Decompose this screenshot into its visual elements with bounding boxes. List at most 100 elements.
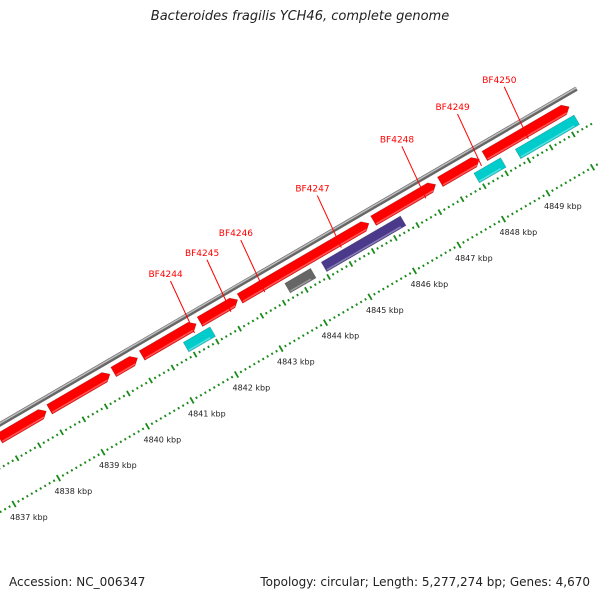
scale-tick (453, 246, 456, 249)
scale-tick (500, 215, 507, 223)
outer-tick (33, 446, 37, 450)
outer-tick (251, 319, 255, 323)
outer-tick (148, 377, 153, 384)
outer-tick (224, 335, 228, 338)
gene-label[interactable]: BF4245 (185, 249, 219, 259)
gene-label-leader (170, 280, 195, 334)
scale-tick (479, 230, 483, 234)
gene-label[interactable]: BF4248 (380, 135, 415, 145)
scale-tick (0, 510, 2, 514)
outer-tick (265, 311, 268, 315)
gene-label[interactable]: BF4250 (482, 76, 517, 86)
outer-tick (122, 394, 126, 398)
gene-label[interactable]: BF4247 (295, 185, 329, 195)
outer-tick (207, 345, 210, 349)
outer-tick (354, 259, 357, 263)
scale-tick (275, 349, 278, 353)
gene-reverse-gene[interactable] (370, 182, 437, 226)
outer-tick (69, 425, 72, 429)
outer-tick (576, 130, 580, 134)
gene-forward-gene[interactable] (182, 326, 216, 353)
scale-tick (488, 225, 492, 229)
outer-tick (407, 228, 411, 232)
outer-tick (548, 144, 554, 151)
scale-tick (70, 468, 74, 472)
outer-tick (393, 235, 398, 242)
outer-tick (100, 407, 104, 411)
outer-tick (296, 293, 299, 297)
gene-reverse-gene[interactable] (196, 297, 239, 327)
outer-tick (158, 373, 161, 377)
outer-tick (113, 399, 117, 403)
scale-tick-label: 4848 kbp (500, 228, 538, 237)
gene-forward-gene[interactable] (514, 114, 580, 160)
gene-label-leader (316, 195, 342, 248)
gene-reverse-gene[interactable] (0, 409, 47, 444)
outer-tick (370, 247, 376, 255)
scale-tick (226, 378, 229, 382)
outer-tick (2, 464, 6, 468)
scale-tick (462, 241, 465, 244)
gene-reverse-gene[interactable] (436, 157, 480, 188)
scale-tick (582, 171, 585, 174)
outer-tick (24, 451, 28, 455)
outer-tick (487, 182, 491, 186)
outer-tick (331, 272, 335, 276)
outer-tick (309, 285, 313, 289)
scale-tick (141, 427, 145, 431)
scale-tick (163, 414, 167, 418)
outer-tick (415, 222, 420, 229)
gene-reverse-gene[interactable] (110, 356, 138, 378)
outer-tick (326, 273, 331, 280)
outer-tick (567, 135, 571, 139)
scale-tick (248, 365, 252, 369)
gene-label-leader (240, 239, 266, 293)
outer-tick (300, 291, 304, 294)
outer-tick (6, 461, 10, 465)
scale-tick-label: 4846 kbp (411, 280, 449, 289)
gene-highlight-gene[interactable] (320, 215, 407, 273)
scale-tick (355, 303, 358, 306)
outer-tick (345, 265, 348, 268)
outer-tick (118, 397, 121, 401)
scale-tick (100, 448, 106, 456)
gene-reverse-gene[interactable] (46, 372, 111, 415)
scale-tick (132, 432, 136, 436)
gene-label[interactable]: BF4244 (148, 270, 183, 280)
outer-tick (313, 283, 317, 287)
scale-tick (144, 422, 151, 430)
scale-tick (426, 261, 430, 265)
scale-tick (533, 199, 536, 203)
gene-forward-gene[interactable] (473, 157, 507, 184)
scale-tick (61, 474, 65, 477)
scale-tick (55, 474, 62, 482)
gene-label[interactable]: BF4246 (219, 229, 254, 239)
scale-tick (83, 461, 87, 464)
outer-tick (192, 351, 198, 358)
outer-tick (220, 337, 224, 341)
scale-tick-label: 4849 kbp (544, 202, 582, 211)
scale-tick (266, 354, 269, 358)
scale-tick (233, 371, 240, 378)
outer-tick (14, 455, 20, 462)
outer-tick (135, 386, 139, 390)
gene-label[interactable]: BF4249 (436, 103, 471, 113)
outer-tick (532, 156, 535, 160)
scale-tick (244, 367, 247, 371)
outer-tick (229, 332, 233, 336)
outer-tick (429, 215, 433, 219)
scale-tick (306, 331, 310, 335)
scale-tick (417, 266, 421, 270)
scale-tick (382, 287, 385, 291)
outer-tick (434, 213, 437, 217)
outer-tick (131, 389, 135, 393)
scale-tick (506, 215, 510, 218)
gene-reverse-gene[interactable] (236, 221, 370, 304)
scale-tick (3, 507, 7, 511)
scale-tick (537, 196, 541, 200)
scale-tick (119, 440, 123, 444)
outer-tick (95, 410, 99, 413)
gene-rna-gene[interactable] (284, 267, 317, 294)
gene-reverse-gene[interactable] (138, 321, 197, 361)
backbone-highlight (0, 87, 577, 425)
